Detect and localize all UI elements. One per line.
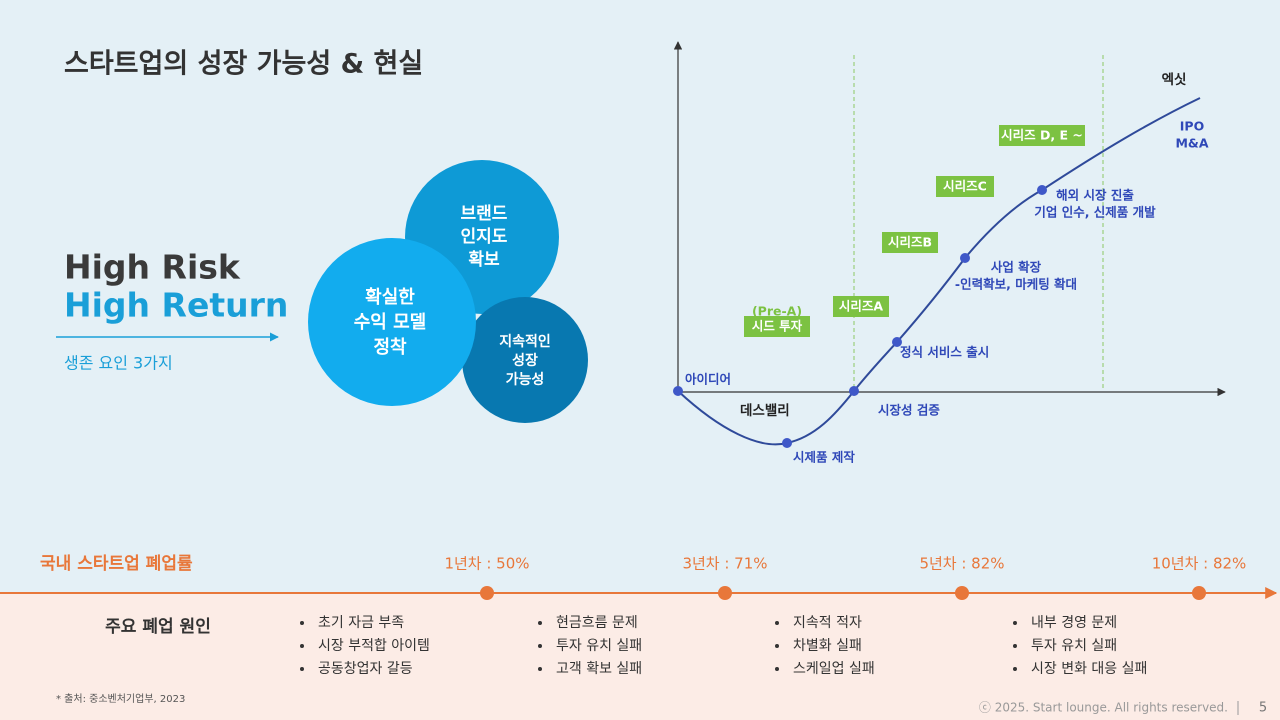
bullet [1013,621,1017,625]
stage-label: 데스밸리 [740,402,790,419]
stage-label: -인력확보, 마케팅 확대 [955,277,1077,292]
cause-item: 스케일업 실패 [793,661,875,677]
exit-label: IPO [1180,119,1204,134]
cause-item: 차별화 실패 [793,638,862,654]
milestone-dot [955,586,969,600]
bullet [300,621,304,625]
cause-item: 현금흐름 문제 [556,615,638,631]
milestone-dot [1192,586,1206,600]
round-box [833,296,889,317]
bullet [538,621,542,625]
circle [308,238,476,406]
cause-item: 고객 확보 실패 [556,661,642,677]
stage-label: 아이디어 [685,372,731,387]
circle-text: 확보 [468,250,500,270]
round-box [882,232,938,253]
source: * 출처: 중소벤처기업부, 2023 [56,692,185,705]
bottom-background [0,593,1280,720]
bullet [775,644,779,648]
cause-item: 투자 유치 실패 [1031,638,1117,654]
circle-text: 지속적인 [499,333,551,350]
cause-item: 초기 자금 부족 [318,615,404,631]
milestone-label: 3년차 : 71% [682,555,767,573]
round-label: 시리즈 D, E ~ [1001,128,1083,143]
point [673,386,683,396]
circle-text: 정착 [373,337,407,358]
bullet [1013,667,1017,671]
milestone-label: 1년차 : 50% [444,555,529,573]
point [892,337,902,347]
point [782,438,792,448]
copyright: ⓒ 2025. Start lounge. All rights reserve… [979,701,1228,715]
circle-text: 브랜드 [461,204,508,224]
circle-text: 성장 [512,352,538,369]
circle-text: 확실한 [365,287,415,308]
milestone-dot [718,586,732,600]
round-label: 시리즈C [943,179,987,194]
milestone-label: 5년차 : 82% [919,555,1004,573]
cause-item: 투자 유치 실패 [556,638,642,654]
point [960,253,970,263]
cause-item: 시장 부적합 아이템 [318,638,430,654]
stage-label: 시장성 검증 [878,403,940,418]
cause-item: 공동창업자 갈등 [318,661,413,677]
top-background [0,0,1280,593]
headline: High Return [64,286,288,325]
pre-a-label: (Pre-A) [752,304,802,319]
exit-title: 엑싯 [1162,71,1187,88]
stage-label: 기업 인수, 신제품 개발 [1034,205,1156,220]
causes-title: 주요 폐업 원인 [105,617,211,637]
circle-text: 수익 모델 [354,312,427,333]
page-number: 5 [1259,701,1267,716]
cause-item: 지속적 적자 [793,615,862,631]
circle [462,297,588,423]
round-box [999,125,1085,146]
round-box [936,176,994,197]
circle-text: 가능성 [506,372,545,388]
headline: High Risk [64,248,241,287]
bullet [300,644,304,648]
cause-item: 내부 경영 문제 [1031,615,1117,631]
stage-label: 해외 시장 진출 [1056,188,1134,203]
stage-label: 사업 확장 [991,260,1042,275]
milestone-dot [480,586,494,600]
subtitle: 생존 요인 3가지 [64,354,173,373]
cause-item: 시장 변화 대응 실패 [1031,661,1147,677]
point [849,386,859,396]
point [1037,185,1047,195]
bullet [1013,644,1017,648]
bullet [775,621,779,625]
bullet [300,667,304,671]
milestone-label: 10년차 : 82% [1152,555,1247,573]
bullet [538,644,542,648]
exit-label: M&A [1175,136,1208,151]
round-label: 시리즈B [888,235,932,250]
timeline-title: 국내 스타트업 폐업률 [40,554,193,574]
round-label: 시드 투자 [752,319,803,334]
stage-label: 시제품 제작 [793,450,855,465]
bullet [538,667,542,671]
stage-label: 정식 서비스 출시 [900,345,989,360]
title: 스타트업의 성장 가능성 & 현실 [64,49,423,80]
bullet [775,667,779,671]
circle-text: 인지도 [461,227,508,247]
round-box [744,316,810,337]
round-label: 시리즈A [839,299,884,314]
